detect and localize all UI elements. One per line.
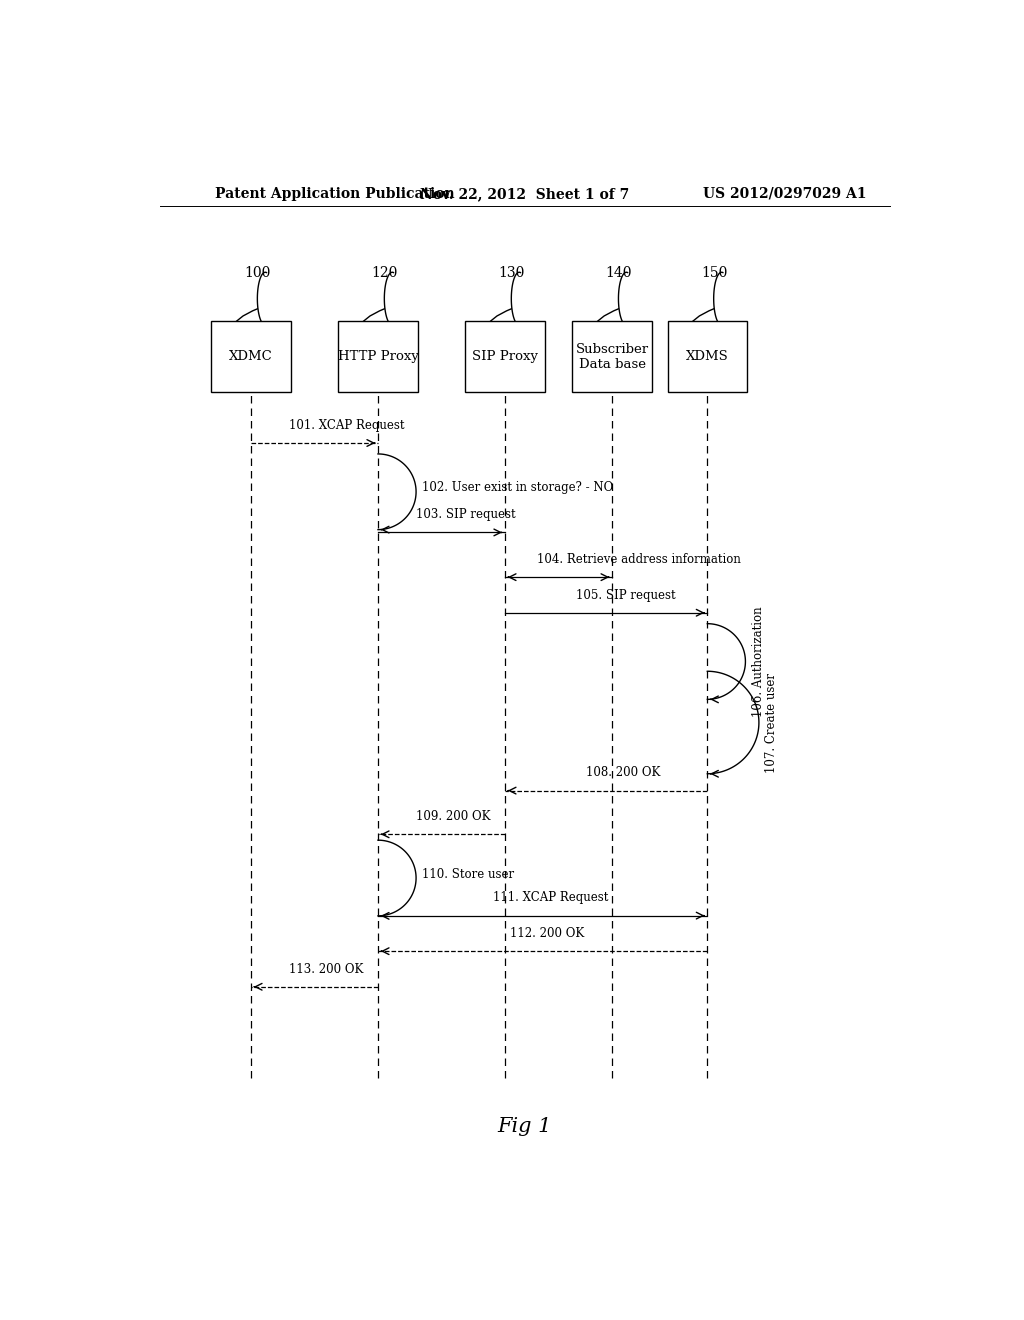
Text: 104. Retrieve address information: 104. Retrieve address information — [538, 553, 741, 566]
Text: US 2012/0297029 A1: US 2012/0297029 A1 — [702, 187, 866, 201]
Text: 150: 150 — [701, 267, 727, 280]
Text: 101. XCAP Request: 101. XCAP Request — [289, 418, 404, 432]
Text: 107. Create user: 107. Create user — [765, 672, 778, 772]
Text: XDMC: XDMC — [229, 350, 272, 363]
Text: Nov. 22, 2012  Sheet 1 of 7: Nov. 22, 2012 Sheet 1 of 7 — [420, 187, 630, 201]
Text: HTTP Proxy: HTTP Proxy — [338, 350, 419, 363]
Text: 109. 200 OK: 109. 200 OK — [416, 810, 490, 824]
Text: Subscriber
Data base: Subscriber Data base — [575, 343, 648, 371]
Text: SIP Proxy: SIP Proxy — [472, 350, 538, 363]
Text: 106. Authorization: 106. Authorization — [752, 606, 765, 717]
Bar — [572, 321, 651, 392]
Text: 110. Store user: 110. Store user — [423, 867, 514, 880]
Text: 102. User exist in storage? - NO: 102. User exist in storage? - NO — [423, 482, 613, 495]
Text: 113. 200 OK: 113. 200 OK — [289, 962, 364, 975]
Text: 140: 140 — [606, 267, 632, 280]
Bar — [465, 321, 545, 392]
Bar — [211, 321, 291, 392]
Text: 130: 130 — [499, 267, 525, 280]
Text: XDMS: XDMS — [686, 350, 729, 363]
Text: Fig 1: Fig 1 — [498, 1117, 552, 1135]
Text: 100: 100 — [245, 267, 271, 280]
Text: 112. 200 OK: 112. 200 OK — [510, 927, 584, 940]
Bar — [338, 321, 418, 392]
Bar — [668, 321, 746, 392]
Text: Patent Application Publication: Patent Application Publication — [215, 187, 455, 201]
Text: 105. SIP request: 105. SIP request — [575, 589, 676, 602]
Text: 111. XCAP Request: 111. XCAP Request — [494, 891, 608, 904]
Text: 120: 120 — [372, 267, 398, 280]
Text: 108. 200 OK: 108. 200 OK — [586, 767, 660, 779]
Text: 103. SIP request: 103. SIP request — [416, 508, 516, 521]
